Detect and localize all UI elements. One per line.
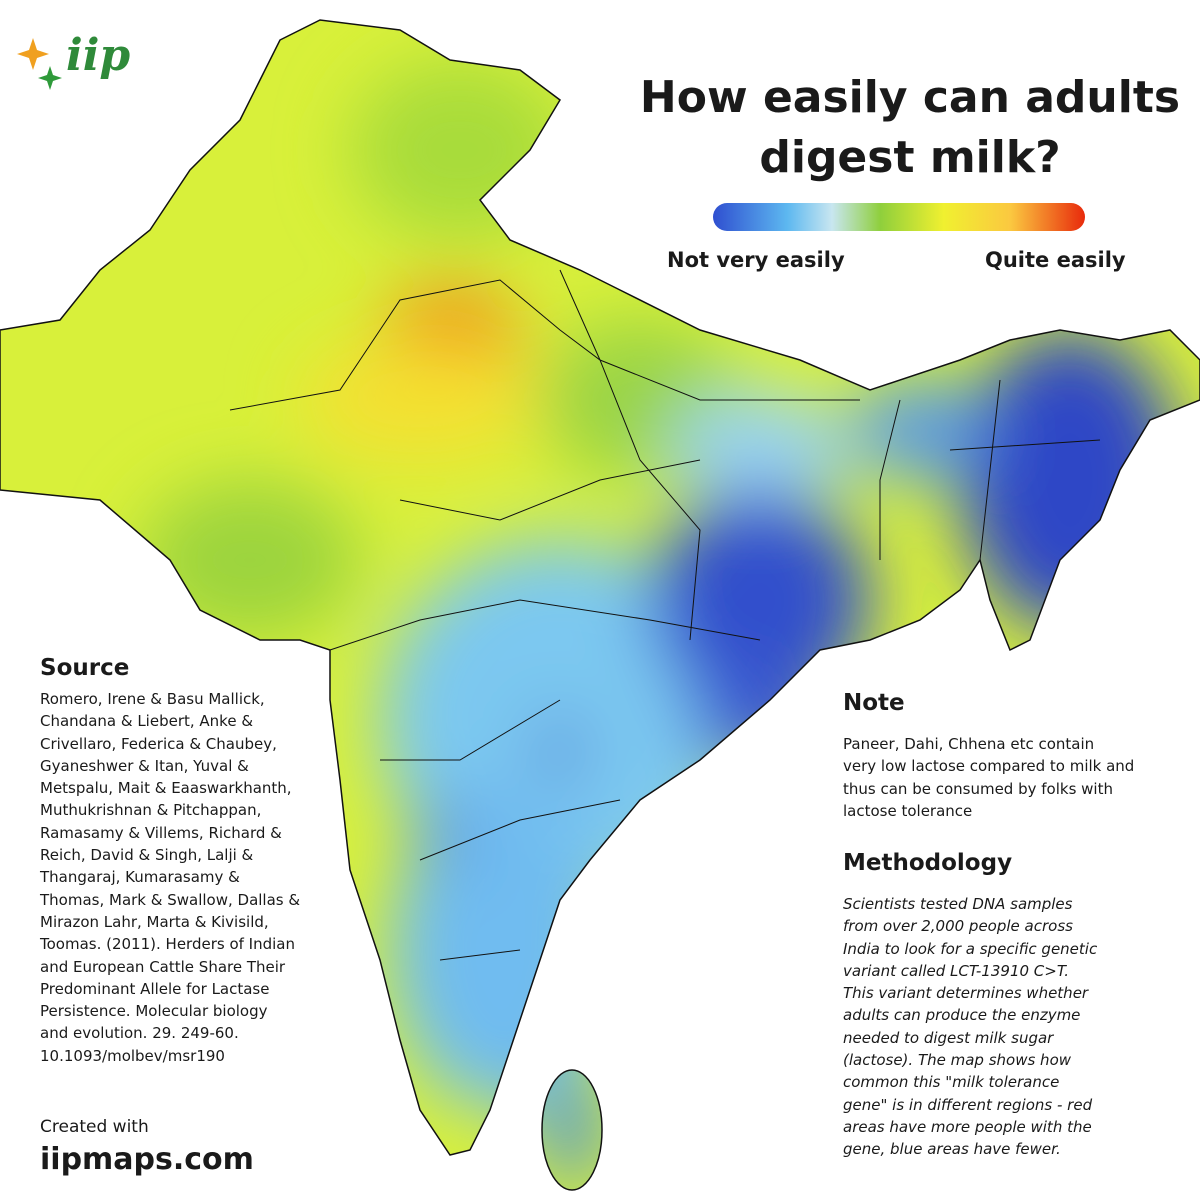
text-line: common this "milk tolerance [843, 1073, 1060, 1092]
text-line: areas have more people with the [843, 1117, 1092, 1136]
text-line: Toomas. (2011). Herders of Indian [40, 935, 295, 954]
text-line: Predominant Allele for Lactase [40, 979, 270, 998]
text-line: and European Cattle Share Their [40, 957, 286, 976]
text-line: very low lactose compared to milk and [843, 757, 1135, 776]
logo-sparkles [17, 38, 62, 90]
text-line: variant called LCT-13910 C>T. [843, 961, 1069, 980]
text-line: Scientists tested DNA samples [843, 895, 1073, 913]
legend-scale [713, 203, 1085, 231]
text-line: This variant determines whether [843, 984, 1089, 1003]
text-line: thus can be consumed by folks with [843, 779, 1113, 798]
map-outline [0, 19, 1200, 1191]
text-line: Paneer, Dahi, Chhena etc contain [843, 735, 1095, 753]
note-text: Paneer, Dahi, Chhena etc contain very low… [843, 733, 1134, 822]
text-line: lactose tolerance [843, 801, 973, 820]
text-line: Crivellaro, Federica & Chaubey, [40, 734, 277, 753]
text-line: from over 2,000 people across [843, 917, 1073, 936]
text-line: Gyaneshwer & Itan, Yuval & [40, 756, 249, 775]
text-line: Persistence. Molecular biology [40, 1002, 268, 1021]
text-line: Ramasamy & Villems, Richard & [40, 823, 282, 842]
text-line: Chandana & Liebert, Anke & [40, 712, 254, 731]
title-line: digest milk? [759, 132, 1061, 183]
source-text: Romero, Irene & Basu Mallick, Chandana & … [40, 688, 300, 1067]
text-line: Thomas, Mark & Swallow, Dallas & [40, 890, 301, 909]
text-line: gene, blue areas have fewer. [843, 1140, 1061, 1159]
logo: iip [66, 30, 131, 81]
source-heading: Source [40, 655, 130, 681]
text-line: Mirazon Lahr, Marta & Kivisild, [40, 912, 269, 931]
text-line: Metspalu, Mait & Eaaswarkhanth, [40, 779, 292, 798]
text-line: Reich, David & Singh, Lalji & [40, 846, 254, 865]
text-line: adults can produce the enzyme [843, 1006, 1081, 1025]
title-line: How easily can adults [639, 72, 1181, 123]
methodology-text: Scientists tested DNA samples from over 2… [843, 893, 1097, 1161]
text-line: needed to digest milk sugar [843, 1028, 1054, 1047]
text-line: Romero, Irene & Basu Mallick, [40, 690, 265, 708]
text-line: India to look for a specific genetic [843, 939, 1098, 958]
legend-high: Quite easily [985, 248, 1126, 272]
text-line: Muthukrishnan & Pitchappan, [40, 801, 262, 820]
legend-low: Not very easily [667, 248, 845, 272]
text-line: and evolution. 29. 249-60. [40, 1024, 239, 1043]
methodology-heading: Methodology [843, 850, 1013, 876]
text-line: (lactose). The map shows how [843, 1051, 1072, 1070]
created-with: Created with [40, 1117, 149, 1137]
note-heading: Note [843, 690, 905, 716]
text-line: Thangaraj, Kumarasamy & [40, 868, 240, 887]
text-line: 10.1093/molbev/msr190 [40, 1046, 225, 1065]
text-line: gene" is in different regions - red [843, 1095, 1093, 1114]
site: iipmaps.com [40, 1142, 254, 1177]
